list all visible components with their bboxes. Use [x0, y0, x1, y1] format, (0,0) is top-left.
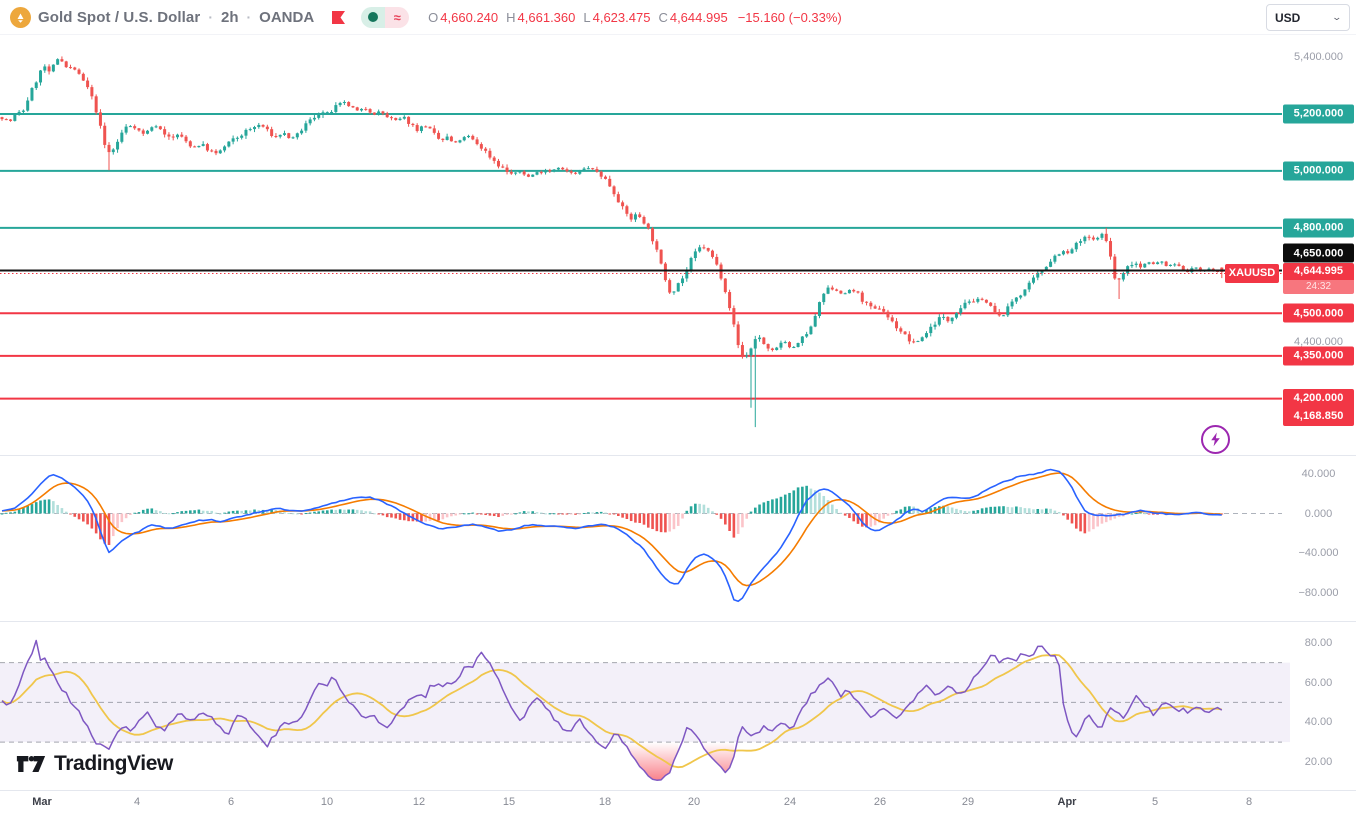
chart-header: Gold Spot / U.S. Dollar · 2h · OANDA ≈ O… — [0, 0, 1356, 35]
time-tick-8: 8 — [1245, 796, 1253, 808]
current-price-value: 4,644.995 — [1283, 262, 1354, 280]
macd-axis-label: −80.000 — [1298, 586, 1339, 599]
currency-selector[interactable]: USD ⌄ — [1266, 4, 1350, 31]
time-tick-26: 26 — [873, 796, 887, 808]
time-tick-24: 24 — [783, 796, 797, 808]
time-tick-4: 4 — [133, 796, 141, 808]
bar-countdown: 24:32 — [1283, 279, 1354, 294]
instant-trading-button[interactable] — [1201, 425, 1230, 454]
flag-icon[interactable] — [331, 10, 346, 25]
time-axis[interactable]: Mar 4 6 10 12 15 18 20 24 26 29 Apr 5 8 — [0, 790, 1356, 815]
time-tick-12: 12 — [412, 796, 426, 808]
price-level-badge: 4,500.000 — [1283, 303, 1354, 323]
delayed-data-icon: ≈ — [385, 6, 410, 28]
time-tick-15: 15 — [502, 796, 516, 808]
high-value: 4,661.360 — [517, 9, 576, 25]
time-tick-apr: Apr — [1057, 796, 1077, 808]
time-tick-10: 10 — [320, 796, 334, 808]
dot-separator: · — [246, 9, 252, 25]
time-tick-20: 20 — [687, 796, 701, 808]
price-level-badge: 4,200.000 — [1283, 388, 1354, 408]
close-value: 4,644.995 — [669, 9, 728, 25]
price-level-badge: 5,000.000 — [1283, 161, 1354, 181]
lightning-icon — [1211, 432, 1220, 447]
price-level-badge: 4,800.000 — [1283, 218, 1354, 238]
price-level-badge: 5,200.000 — [1283, 104, 1354, 124]
price-level-badge: 4,168.850 — [1283, 406, 1354, 426]
price-axis-label: 4,400.000 — [1294, 335, 1343, 348]
change-value: −15.160 (−0.33%) — [737, 9, 842, 25]
currency-value: USD — [1275, 10, 1301, 25]
time-tick-mar: Mar — [32, 796, 52, 808]
price-level-badge: 4,350.000 — [1283, 346, 1354, 366]
ohlc-readout: O 4,660.240 H 4,661.360 L 4,623.475 C 4,… — [428, 10, 842, 25]
pane-separator[interactable] — [0, 455, 1356, 456]
time-tick-18: 18 — [598, 796, 612, 808]
time-tick-6: 6 — [227, 796, 235, 808]
gold-symbol-icon — [10, 6, 31, 28]
open-label: O — [428, 9, 439, 25]
dot-separator: · — [208, 9, 213, 25]
close-label: C — [658, 9, 668, 25]
current-price-badge: 4,644.995 24:32 — [1283, 262, 1354, 294]
symbol-title[interactable]: Gold Spot / U.S. Dollar — [38, 8, 201, 26]
stoch-axis-label: 40.00 — [1304, 716, 1333, 729]
market-status-pill[interactable]: ≈ — [361, 6, 410, 28]
tradingview-mark-icon — [16, 756, 46, 772]
low-label: L — [583, 9, 591, 25]
time-tick-29: 29 — [961, 796, 975, 808]
time-tick-5: 5 — [1151, 796, 1159, 808]
tradingview-logo[interactable]: TradingView — [16, 752, 173, 776]
price-level-badge: 4,650.000 — [1283, 243, 1354, 263]
stoch-axis-label: 80.00 — [1304, 636, 1333, 649]
exchange-label: OANDA — [259, 8, 315, 26]
macd-axis-label: −40.000 — [1298, 547, 1339, 560]
pane-separator[interactable] — [0, 621, 1356, 622]
price-axis-label: 5,400.000 — [1294, 51, 1343, 63]
chevron-down-icon: ⌄ — [1331, 12, 1343, 22]
open-value: 4,660.240 — [440, 9, 499, 25]
symbol-price-tag: XAUUSD — [1225, 263, 1279, 283]
logo-text: TradingView — [54, 752, 173, 775]
timeframe-label[interactable]: 2h — [220, 8, 239, 26]
high-label: H — [506, 9, 516, 25]
market-open-dot-icon — [361, 6, 386, 28]
stoch-axis-label: 60.00 — [1304, 676, 1333, 689]
stoch-axis-label: 20.00 — [1304, 756, 1333, 768]
low-value: 4,623.475 — [592, 9, 651, 25]
macd-axis-label: 0.000 — [1304, 507, 1333, 520]
macd-axis-label: 40.000 — [1301, 467, 1336, 480]
